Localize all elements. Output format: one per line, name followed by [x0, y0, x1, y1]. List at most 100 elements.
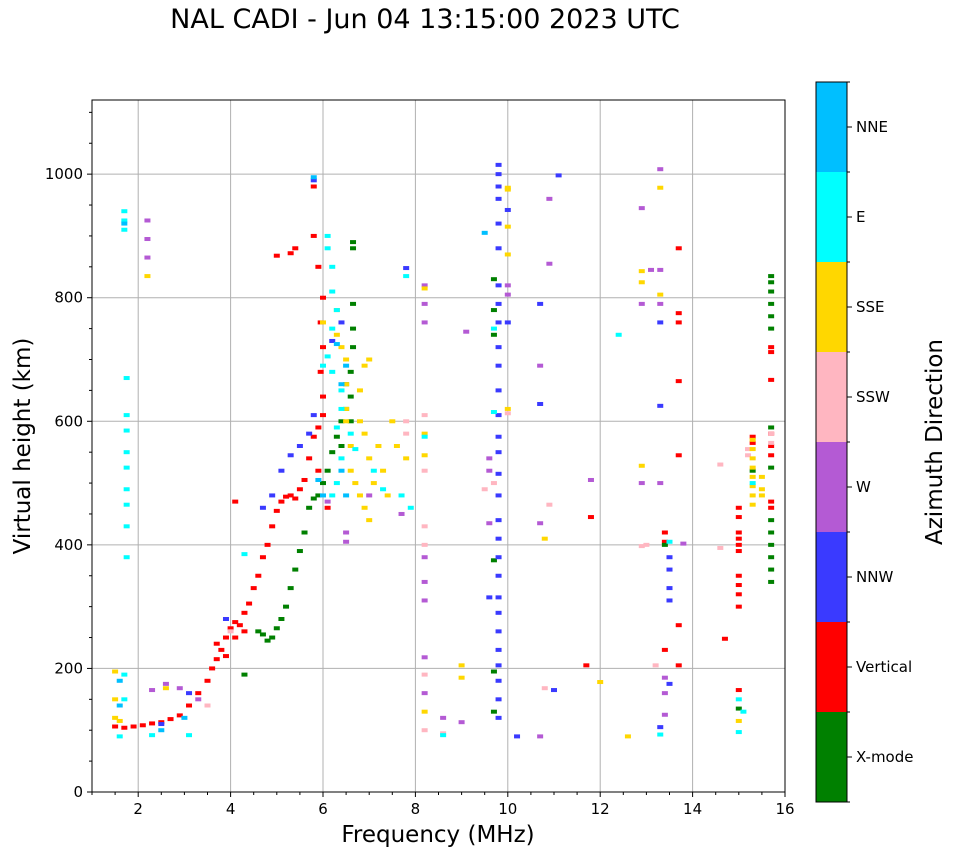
x-tick-label: 14: [683, 800, 702, 818]
x-tick-label: 4: [226, 800, 236, 818]
point-nnw: [403, 266, 410, 271]
point-sse: [347, 444, 354, 448]
point-nne: [481, 230, 488, 235]
point-x-mode: [273, 626, 280, 631]
point-vertical: [186, 703, 193, 708]
point-nnw: [537, 401, 544, 406]
point-e: [149, 733, 156, 738]
point-ssw: [421, 542, 428, 547]
point-e: [749, 481, 756, 486]
point-x-mode: [768, 579, 775, 584]
point-vertical: [749, 440, 756, 445]
point-nnw: [666, 586, 673, 591]
point-ssw: [546, 502, 553, 507]
point-w: [657, 167, 664, 172]
point-nnw: [495, 388, 502, 393]
point-e: [123, 450, 130, 455]
point-e: [320, 363, 326, 368]
point-e: [123, 555, 130, 560]
point-vertical: [320, 345, 326, 350]
point-x-mode: [338, 444, 345, 448]
point-sse: [504, 187, 511, 192]
point-sse: [380, 468, 387, 473]
point-sse: [366, 357, 373, 362]
point-w: [343, 530, 350, 535]
point-nnw: [222, 617, 229, 621]
point-e: [380, 487, 387, 492]
point-vertical: [139, 723, 146, 728]
point-sse: [504, 406, 511, 411]
y-tick-label: 200: [54, 659, 83, 677]
point-ssw: [481, 487, 488, 492]
point-sse: [638, 280, 645, 285]
point-nnw: [306, 431, 313, 436]
point-vertical: [315, 468, 322, 473]
point-e: [398, 493, 405, 498]
point-sse: [338, 345, 345, 350]
point-vertical: [292, 496, 299, 501]
point-sse: [112, 715, 119, 720]
point-sse: [749, 465, 756, 470]
point-sse: [356, 388, 363, 393]
point-w: [648, 267, 655, 272]
point-w: [486, 456, 493, 461]
point-w: [661, 712, 668, 717]
point-e: [440, 733, 447, 738]
point-ssw: [403, 419, 410, 424]
point-x-mode: [278, 617, 285, 621]
point-w: [149, 688, 156, 693]
point-w: [463, 329, 470, 334]
y-tick-label: 600: [54, 412, 83, 430]
point-ssw: [745, 453, 752, 458]
point-nnw: [338, 320, 345, 325]
point-sse: [458, 663, 465, 668]
point-w: [421, 579, 428, 584]
point-e: [338, 456, 345, 461]
point-x-mode: [768, 567, 775, 572]
point-ssw: [421, 413, 428, 418]
point-sse: [504, 252, 511, 257]
point-sse: [597, 680, 604, 685]
point-nnw: [666, 555, 673, 560]
grid-lines: [92, 100, 785, 792]
point-x-mode: [768, 425, 775, 430]
point-vertical: [167, 717, 174, 722]
point-w: [587, 477, 594, 482]
point-vertical: [675, 320, 682, 325]
point-vertical: [278, 499, 285, 504]
point-vertical: [246, 601, 253, 606]
point-sse: [356, 493, 363, 498]
point-e: [421, 434, 428, 439]
point-e: [123, 413, 130, 418]
chart-title: NAL CADI - Jun 04 13:15:00 2023 UTC: [170, 4, 680, 35]
point-nnw: [495, 715, 502, 720]
point-x-mode: [350, 345, 357, 350]
point-vertical: [259, 555, 266, 560]
point-nnw: [495, 678, 502, 683]
point-vertical: [130, 724, 137, 729]
point-vertical: [735, 515, 742, 520]
point-sse: [749, 474, 756, 479]
point-vertical: [218, 647, 225, 652]
point-nnw: [495, 246, 502, 251]
point-w: [657, 267, 664, 272]
point-e: [123, 487, 130, 492]
point-w: [638, 301, 645, 306]
point-x-mode: [490, 332, 497, 337]
point-sse: [361, 505, 368, 510]
point-x-mode: [490, 277, 497, 282]
point-w: [343, 539, 350, 544]
point-sse: [421, 286, 428, 291]
point-vertical: [735, 530, 742, 535]
point-x-mode: [347, 369, 354, 374]
point-vertical: [149, 721, 156, 726]
point-nnw: [666, 598, 673, 603]
point-x-mode: [768, 289, 775, 294]
point-nnw: [486, 595, 493, 600]
point-nnw: [158, 722, 165, 727]
point-vertical: [209, 666, 216, 671]
point-nnw: [495, 413, 502, 418]
point-sse: [112, 669, 119, 674]
point-sse: [112, 697, 119, 702]
